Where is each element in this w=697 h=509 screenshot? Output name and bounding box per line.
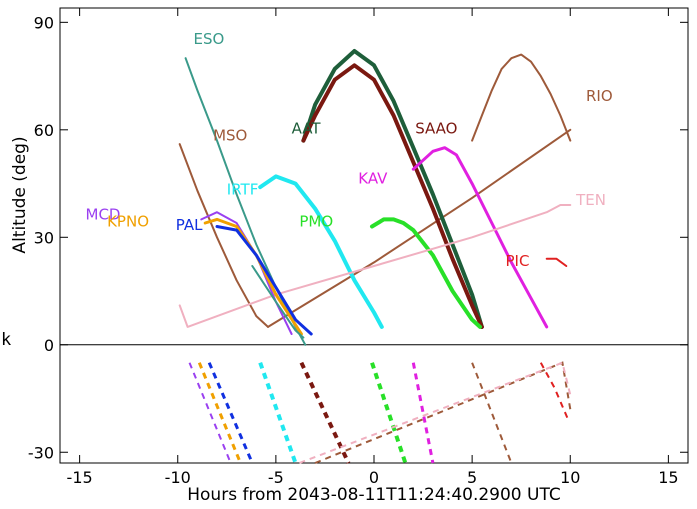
x-axis-title: Hours from 2043-08-11T11:24:40.2900 UTC — [187, 485, 560, 505]
series-label-irtf: IRTF — [227, 180, 259, 198]
series-label-ten: TEN — [575, 191, 606, 209]
series-label-saao: SAAO — [415, 119, 457, 137]
series-eso-line — [184, 57, 307, 346]
series-pal-line — [215, 225, 313, 336]
series-pal-below-horizon — [207, 362, 254, 464]
y-axis-title: Altitude (deg) — [10, 136, 30, 253]
series-rio-line — [267, 128, 572, 328]
series-label-mso: MSO — [213, 127, 247, 145]
series-label-pal: PAL — [176, 216, 203, 234]
series-kav-line — [411, 146, 549, 329]
x-tick-label: 0 — [369, 468, 379, 487]
series-mcd-below-horizon — [188, 362, 232, 464]
series-extra-3-line — [471, 53, 572, 142]
series-kav-below-horizon — [411, 362, 435, 464]
series-pmo-below-horizon — [370, 362, 408, 464]
x-tick-label: 5 — [467, 468, 477, 487]
series-layer — [178, 49, 572, 464]
x-tick-label: 10 — [560, 468, 580, 487]
series-aat-line — [301, 49, 484, 329]
axis-ticks: -15 -10 -5 0 5 10 15 -30 0 30 60 90 — [28, 8, 688, 487]
plot-frame — [59, 7, 689, 464]
plot-border — [59, 7, 689, 464]
series-label-kpno: KPNO — [107, 213, 149, 231]
y-tick-label: 30 — [34, 228, 54, 247]
series-label-aat: AAT — [292, 119, 322, 137]
series-saao-line — [301, 63, 484, 329]
series-rio-below-horizon — [471, 362, 513, 464]
series-extra-14-line — [251, 265, 305, 339]
y-tick-label: 90 — [34, 13, 54, 32]
series-kpno-below-horizon — [197, 362, 242, 464]
series-label-kav: KAV — [358, 170, 388, 188]
series-irtf-below-horizon — [258, 362, 298, 464]
series-pmo-line — [370, 217, 482, 329]
series-label-rio: RIO — [586, 87, 613, 105]
series-extra-3-below-horizon — [314, 361, 572, 464]
y-tick-label: 0 — [44, 336, 54, 355]
series-irtf-line — [258, 174, 384, 329]
y-tick-label: 60 — [34, 121, 54, 140]
series-pic-line — [545, 257, 568, 267]
series-ten-line — [178, 204, 572, 328]
x-tick-label: 15 — [658, 468, 678, 487]
x-tick-label: -10 — [165, 468, 191, 487]
x-tick-label: -15 — [67, 468, 93, 487]
series-mso-line — [178, 143, 269, 328]
x-tick-label: -5 — [268, 468, 284, 487]
series-label-pic: PIC — [506, 252, 530, 270]
series-label-mcd: MCD — [86, 205, 121, 223]
series-label-eso: ESO — [194, 30, 225, 48]
series-ten-below-horizon — [299, 361, 572, 464]
series-label-pmo: PMO — [299, 213, 333, 231]
y-tick-label: -30 — [28, 443, 54, 462]
stray-text: k — [1, 330, 11, 350]
